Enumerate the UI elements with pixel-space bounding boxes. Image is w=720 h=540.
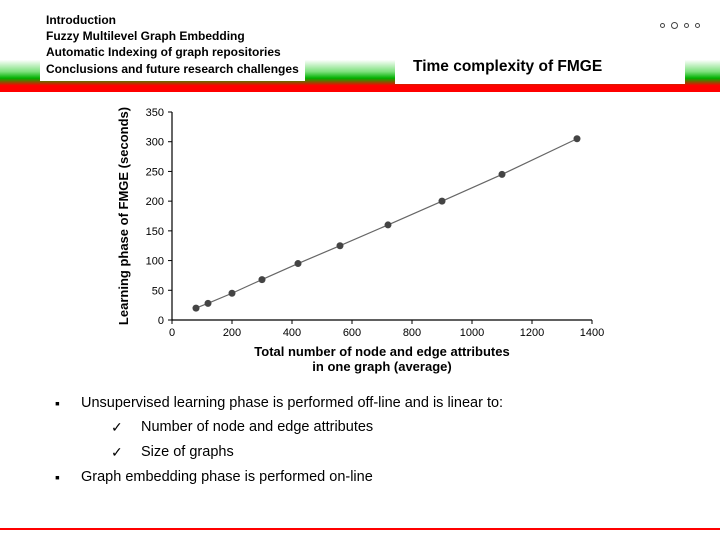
svg-text:250: 250 — [146, 166, 164, 178]
svg-text:0: 0 — [158, 315, 164, 327]
footer-divider — [0, 528, 720, 530]
bullet-list: ▪ Unsupervised learning phase is perform… — [55, 395, 680, 493]
dot-icon — [695, 23, 700, 28]
nav-item: Conclusions and future research challeng… — [46, 61, 299, 77]
svg-text:0: 0 — [169, 327, 175, 339]
nav-item: Introduction — [46, 12, 299, 28]
bullet-item: ▪ Unsupervised learning phase is perform… — [55, 395, 680, 411]
progress-dots — [660, 22, 700, 29]
dot-icon — [671, 22, 678, 29]
svg-text:400: 400 — [283, 327, 301, 339]
svg-text:100: 100 — [146, 256, 164, 268]
nav-outline: Introduction Fuzzy Multilevel Graph Embe… — [40, 10, 305, 81]
chart-svg: 0 200 400 600 800 1000 1200 1400 0 50 100 150 200 250… — [110, 100, 610, 380]
nav-item: Fuzzy Multilevel Graph Embedding — [46, 28, 299, 44]
svg-text:800: 800 — [403, 327, 421, 339]
svg-text:350: 350 — [146, 107, 164, 119]
svg-text:600: 600 — [343, 327, 361, 339]
bullet-item: ▪ Graph embedding phase is performed on-… — [55, 469, 680, 485]
svg-text:1200: 1200 — [520, 327, 544, 339]
svg-text:in one graph (average): in one graph (average) — [312, 359, 451, 374]
time-complexity-chart: 0 200 400 600 800 1000 1200 1400 0 50 100 150 200 250… — [110, 100, 610, 380]
dot-icon — [660, 23, 665, 28]
nav-item: Automatic Indexing of graph repositories — [46, 44, 299, 60]
svg-text:50: 50 — [152, 285, 164, 297]
bullet-icon: ▪ — [55, 395, 81, 411]
sub-bullet-item: ✓ Size of graphs — [111, 444, 680, 461]
slide-title: Time complexity of FMGE — [395, 52, 685, 84]
check-icon: ✓ — [111, 419, 141, 436]
bullet-text: Graph embedding phase is performed on-li… — [81, 469, 373, 485]
sub-bullet-item: ✓ Number of node and edge attributes — [111, 419, 680, 436]
svg-text:300: 300 — [146, 137, 164, 149]
sub-bullet-text: Number of node and edge attributes — [141, 419, 373, 435]
svg-text:1400: 1400 — [580, 327, 604, 339]
svg-text:Learning phase of FMGE (second: Learning phase of FMGE (seconds) — [116, 107, 131, 325]
svg-text:Total number of node and edge: Total number of node and edge attributes — [254, 344, 509, 359]
sub-bullet-text: Size of graphs — [141, 444, 234, 460]
svg-text:150: 150 — [146, 226, 164, 238]
check-icon: ✓ — [111, 444, 141, 461]
bullet-icon: ▪ — [55, 469, 81, 485]
svg-text:200: 200 — [223, 327, 241, 339]
bullet-text: Unsupervised learning phase is performed… — [81, 395, 503, 411]
svg-text:1000: 1000 — [460, 327, 484, 339]
dot-icon — [684, 23, 689, 28]
svg-text:200: 200 — [146, 196, 164, 208]
